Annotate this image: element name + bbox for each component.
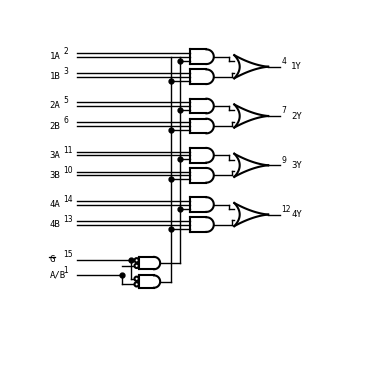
Text: 1Y: 1Y [291, 62, 302, 71]
Circle shape [135, 277, 139, 281]
Text: 4: 4 [281, 57, 286, 66]
Text: 7: 7 [281, 106, 286, 115]
Text: 1B: 1B [50, 72, 60, 81]
Text: 10: 10 [63, 165, 73, 175]
Text: 3B: 3B [50, 171, 60, 180]
Text: A/B: A/B [50, 271, 65, 280]
Circle shape [135, 282, 139, 286]
Text: 2A: 2A [50, 101, 60, 111]
Text: 3: 3 [63, 67, 68, 76]
Text: 2B: 2B [50, 121, 60, 131]
Text: 9: 9 [281, 155, 286, 165]
Text: 3A: 3A [50, 151, 60, 160]
Text: 14: 14 [63, 195, 73, 204]
Text: 3Y: 3Y [291, 161, 302, 170]
Text: 1A: 1A [50, 52, 60, 61]
Text: 4Y: 4Y [291, 210, 302, 219]
Text: G: G [50, 256, 55, 265]
Text: 11: 11 [63, 145, 73, 155]
Text: 1: 1 [63, 266, 68, 275]
Text: 12: 12 [281, 205, 291, 214]
Text: 4A: 4A [50, 200, 60, 209]
Text: 2Y: 2Y [291, 111, 302, 121]
Text: 15: 15 [63, 250, 73, 259]
Text: 6: 6 [63, 116, 68, 125]
Text: 5: 5 [63, 96, 68, 105]
Circle shape [135, 258, 139, 262]
Text: 4B: 4B [50, 220, 60, 229]
Text: 13: 13 [63, 215, 73, 224]
Text: 2: 2 [63, 47, 68, 56]
Circle shape [135, 264, 139, 268]
